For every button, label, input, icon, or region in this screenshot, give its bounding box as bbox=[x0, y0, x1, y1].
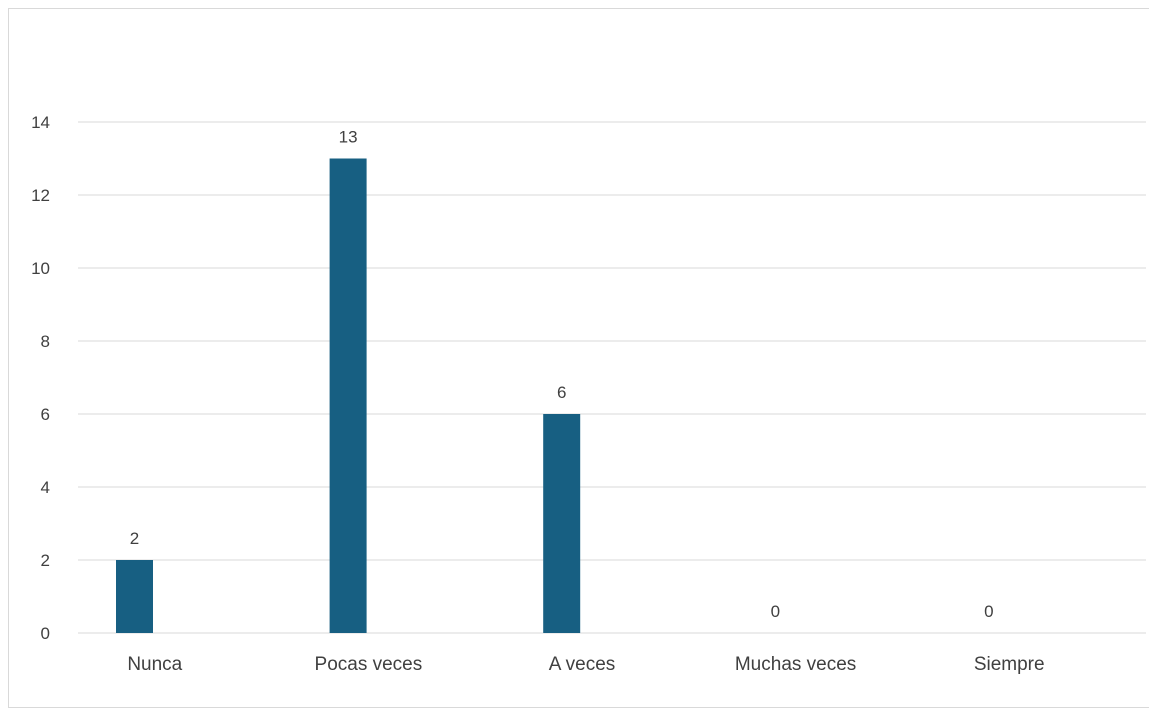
x-category-label: A veces bbox=[549, 654, 616, 675]
x-category-label: Pocas veces bbox=[315, 654, 423, 675]
x-category-label: Nunca bbox=[127, 654, 182, 675]
bar-chart: 0 2 4 6 8 10 12 14 2 13 6 0 0 Nunca Pocas veces A vec… bbox=[31, 113, 1146, 675]
data-label: 6 bbox=[557, 383, 566, 402]
y-tick-label: 12 bbox=[31, 186, 50, 205]
bars bbox=[116, 158, 581, 633]
bar-nunca bbox=[116, 560, 153, 633]
y-tick-label: 14 bbox=[31, 113, 50, 132]
y-tick-label: 6 bbox=[41, 405, 50, 424]
bar-a-veces bbox=[543, 414, 581, 633]
y-tick-label: 8 bbox=[41, 332, 50, 351]
data-label: 2 bbox=[130, 529, 139, 548]
y-tick-label: 0 bbox=[41, 624, 50, 643]
data-labels: 2 13 6 0 0 bbox=[130, 128, 994, 622]
y-tick-label: 10 bbox=[31, 259, 50, 278]
bar-pocas-veces bbox=[329, 158, 367, 633]
y-tick-label: 2 bbox=[41, 551, 50, 570]
y-tick-label: 4 bbox=[41, 478, 50, 497]
gridlines bbox=[78, 121, 1146, 634]
data-label: 13 bbox=[339, 128, 358, 147]
data-label: 0 bbox=[984, 602, 993, 621]
x-category-label: Siempre bbox=[974, 654, 1045, 675]
x-axis-categories: Nunca Pocas veces A veces Muchas veces Siemp… bbox=[127, 654, 1044, 675]
y-axis-ticks: 0 2 4 6 8 10 12 14 bbox=[31, 113, 50, 643]
x-category-label: Muchas veces bbox=[735, 654, 856, 675]
data-label: 0 bbox=[771, 602, 780, 621]
